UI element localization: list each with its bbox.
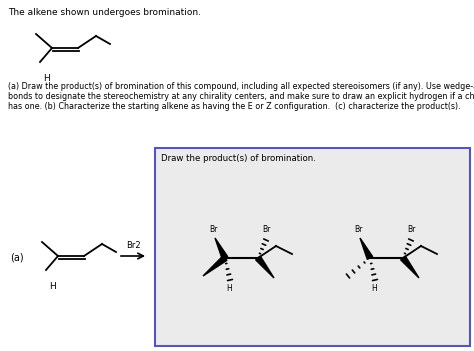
Polygon shape (401, 256, 419, 278)
Text: Br: Br (407, 225, 415, 234)
Text: Br2: Br2 (126, 241, 140, 250)
Text: (a): (a) (10, 253, 24, 263)
Polygon shape (215, 238, 228, 259)
Text: H: H (371, 284, 377, 293)
Text: Br: Br (209, 225, 217, 234)
Text: Draw the product(s) of bromination.: Draw the product(s) of bromination. (161, 154, 316, 163)
Polygon shape (203, 256, 227, 276)
Text: has one. (b) Characterize the starting alkene as having the E or Z configuration: has one. (b) Characterize the starting a… (8, 102, 461, 111)
Text: H: H (50, 282, 56, 291)
Text: Br: Br (354, 225, 362, 234)
Text: (a) Draw the product(s) of bromination of this compound, including all expected : (a) Draw the product(s) of bromination o… (8, 82, 474, 91)
Text: bonds to designate the stereochemistry at any chirality centers, and make sure t: bonds to designate the stereochemistry a… (8, 92, 474, 101)
Polygon shape (255, 256, 274, 278)
Text: Br: Br (262, 225, 270, 234)
Text: H: H (44, 74, 50, 83)
Text: The alkene shown undergoes bromination.: The alkene shown undergoes bromination. (8, 8, 201, 17)
Bar (155, 148, 470, 346)
Polygon shape (360, 238, 373, 259)
Text: H: H (226, 284, 232, 293)
